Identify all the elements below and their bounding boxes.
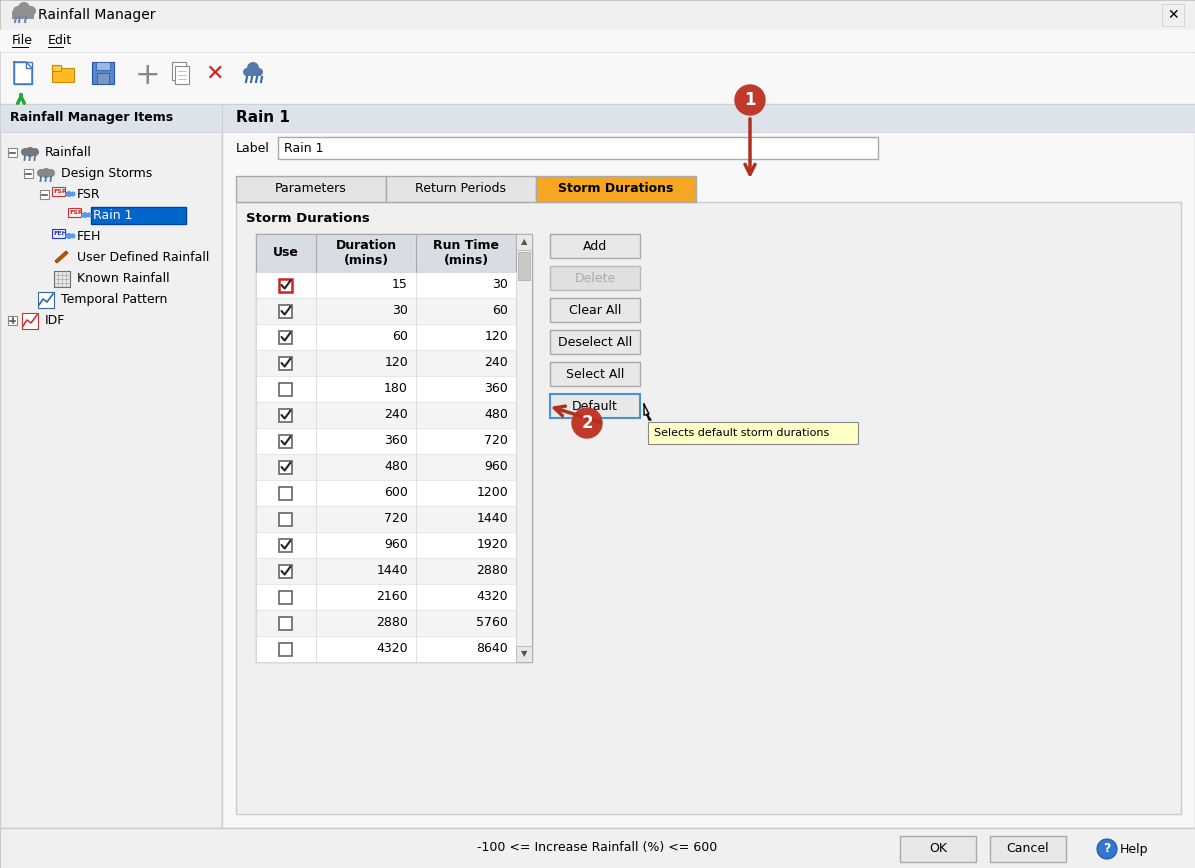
Text: Selects default storm durations: Selects default storm durations (654, 428, 829, 438)
FancyBboxPatch shape (280, 357, 293, 370)
FancyBboxPatch shape (0, 30, 1195, 52)
Text: IDF: IDF (45, 314, 66, 327)
Text: 180: 180 (384, 383, 407, 396)
FancyBboxPatch shape (256, 350, 516, 376)
Text: Storm Durations: Storm Durations (246, 212, 369, 225)
Circle shape (71, 233, 75, 239)
FancyBboxPatch shape (23, 150, 37, 155)
FancyBboxPatch shape (235, 176, 386, 202)
Text: Rainfall: Rainfall (45, 146, 92, 159)
FancyBboxPatch shape (68, 208, 81, 217)
FancyBboxPatch shape (0, 0, 1195, 30)
Text: FSR: FSR (69, 210, 82, 215)
FancyBboxPatch shape (280, 590, 293, 603)
FancyBboxPatch shape (1162, 4, 1184, 26)
Text: Return Periods: Return Periods (416, 182, 507, 195)
FancyBboxPatch shape (245, 70, 261, 76)
FancyBboxPatch shape (280, 642, 293, 655)
Text: Default: Default (572, 399, 618, 412)
Circle shape (47, 169, 55, 177)
Circle shape (18, 2, 30, 14)
Circle shape (1097, 839, 1117, 859)
Circle shape (37, 169, 45, 177)
FancyBboxPatch shape (386, 176, 537, 202)
FancyBboxPatch shape (256, 454, 516, 480)
Text: Run Time
(mins): Run Time (mins) (433, 239, 500, 267)
Text: ▼: ▼ (521, 649, 527, 659)
Text: 15: 15 (392, 279, 407, 292)
FancyBboxPatch shape (39, 171, 53, 176)
FancyBboxPatch shape (14, 62, 32, 84)
Text: Clear All: Clear All (569, 304, 621, 317)
Text: 8640: 8640 (477, 642, 508, 655)
FancyBboxPatch shape (280, 305, 293, 318)
Polygon shape (55, 251, 68, 263)
Text: -100 <= Increase Rainfall (%) <= 600: -100 <= Increase Rainfall (%) <= 600 (477, 841, 717, 854)
FancyBboxPatch shape (537, 176, 695, 202)
Text: Select All: Select All (565, 367, 624, 380)
Circle shape (26, 6, 36, 16)
FancyBboxPatch shape (280, 409, 293, 422)
FancyBboxPatch shape (256, 584, 516, 610)
Text: Known Rainfall: Known Rainfall (76, 272, 170, 285)
FancyBboxPatch shape (172, 62, 186, 80)
FancyBboxPatch shape (256, 480, 516, 506)
FancyBboxPatch shape (550, 362, 641, 386)
Circle shape (41, 168, 51, 178)
FancyBboxPatch shape (280, 564, 293, 577)
Text: 60: 60 (392, 331, 407, 344)
Circle shape (86, 213, 92, 218)
FancyBboxPatch shape (517, 252, 531, 280)
FancyBboxPatch shape (280, 616, 293, 629)
FancyBboxPatch shape (256, 636, 516, 662)
Text: 360: 360 (385, 435, 407, 448)
Text: 4320: 4320 (477, 590, 508, 603)
Circle shape (247, 62, 259, 74)
FancyBboxPatch shape (280, 486, 293, 499)
FancyBboxPatch shape (256, 324, 516, 350)
Circle shape (13, 6, 23, 16)
Text: 1: 1 (744, 91, 755, 109)
Text: Help: Help (1120, 843, 1148, 856)
Text: Temporal Pattern: Temporal Pattern (61, 293, 167, 306)
Circle shape (31, 148, 39, 156)
Text: Label: Label (235, 141, 270, 155)
FancyBboxPatch shape (550, 394, 641, 418)
FancyBboxPatch shape (22, 313, 38, 329)
FancyBboxPatch shape (97, 73, 109, 84)
FancyBboxPatch shape (12, 11, 33, 19)
Text: 5760: 5760 (476, 616, 508, 629)
FancyBboxPatch shape (516, 646, 532, 662)
Text: 60: 60 (492, 305, 508, 318)
Circle shape (71, 192, 75, 196)
FancyBboxPatch shape (174, 66, 189, 84)
Text: Parameters: Parameters (275, 182, 347, 195)
Text: +: + (135, 61, 160, 89)
FancyBboxPatch shape (256, 402, 516, 428)
FancyBboxPatch shape (516, 234, 532, 662)
Text: 600: 600 (384, 486, 407, 499)
Circle shape (735, 85, 765, 115)
FancyBboxPatch shape (280, 331, 293, 344)
Text: Duration
(mins): Duration (mins) (336, 239, 397, 267)
FancyBboxPatch shape (53, 65, 61, 71)
FancyBboxPatch shape (280, 279, 293, 292)
Text: 1920: 1920 (477, 538, 508, 551)
Text: Rain 1: Rain 1 (235, 110, 290, 126)
FancyBboxPatch shape (256, 506, 516, 532)
FancyBboxPatch shape (92, 62, 114, 84)
FancyBboxPatch shape (989, 836, 1066, 862)
Text: 240: 240 (385, 409, 407, 422)
Text: FEH: FEH (53, 231, 67, 236)
Text: 1440: 1440 (477, 512, 508, 525)
Circle shape (25, 147, 35, 157)
Text: FEH: FEH (76, 230, 102, 243)
FancyBboxPatch shape (39, 190, 49, 199)
Text: Storm Durations: Storm Durations (558, 182, 674, 195)
FancyBboxPatch shape (280, 538, 293, 551)
Text: ▲: ▲ (521, 238, 527, 247)
Circle shape (243, 68, 251, 76)
Text: 2160: 2160 (376, 590, 407, 603)
FancyBboxPatch shape (256, 234, 532, 662)
